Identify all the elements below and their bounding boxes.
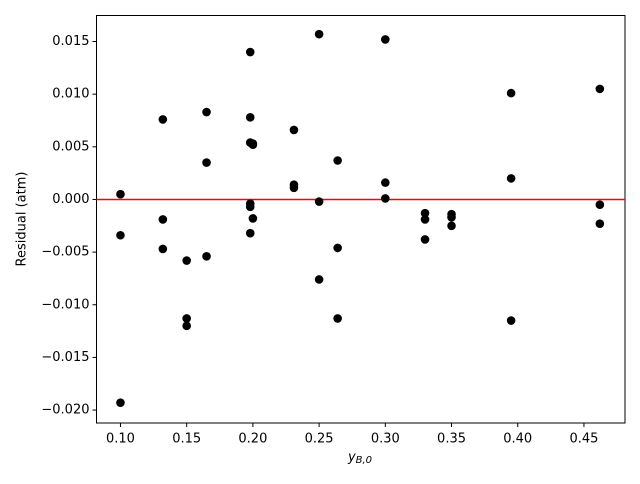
point (381, 178, 390, 187)
point (158, 215, 168, 224)
x-tick-label: 0.45 (569, 432, 598, 447)
point (381, 35, 390, 44)
point (506, 174, 516, 183)
point (595, 200, 605, 210)
y-tick-label: −0.010 (41, 297, 89, 312)
point (506, 88, 516, 98)
point (289, 183, 299, 193)
point (289, 125, 299, 135)
point (245, 47, 255, 57)
point (202, 252, 211, 261)
x-label-sub: B,0 (356, 455, 372, 466)
point (333, 314, 342, 323)
point (202, 158, 211, 167)
plot-frame (96, 15, 626, 424)
point (595, 219, 605, 228)
point (420, 235, 430, 244)
point (314, 275, 324, 284)
point (116, 189, 125, 199)
point (202, 107, 211, 117)
point (447, 213, 456, 222)
x-tick-label: 0.10 (106, 432, 135, 447)
point (420, 208, 430, 218)
point (158, 115, 168, 124)
point (314, 29, 324, 39)
point (447, 221, 456, 231)
x-tick-label: 0.25 (305, 432, 334, 447)
point (333, 243, 342, 253)
point (116, 230, 125, 240)
point (245, 228, 255, 238)
x-tick-label: 0.35 (437, 432, 466, 447)
x-tick-label: 0.30 (371, 432, 400, 447)
point (420, 215, 430, 224)
y-tick-label: 0.005 (52, 139, 89, 154)
point (158, 244, 168, 254)
point (245, 113, 255, 122)
point (595, 84, 605, 94)
point (182, 256, 191, 265)
y-tick-label: −0.020 (41, 403, 89, 418)
point (182, 314, 191, 323)
y-tick-label: −0.015 (41, 350, 89, 365)
point (116, 398, 125, 407)
x-axis-label: yB,0 (347, 450, 372, 467)
x-tick-label: 0.40 (503, 432, 532, 447)
y-tick-label: 0.010 (52, 87, 89, 102)
y-tick-label: 0.000 (52, 192, 89, 207)
point (333, 156, 342, 165)
point (381, 194, 390, 203)
point (506, 316, 516, 325)
x-label-main: y (347, 450, 356, 465)
point (314, 197, 324, 206)
y-tick-label: −0.005 (41, 245, 89, 260)
point (182, 321, 191, 331)
x-tick-label: 0.20 (238, 432, 267, 447)
point (248, 140, 258, 149)
y-axis-label: Residual (atm) (15, 172, 30, 267)
y-tick-label: 0.015 (52, 34, 89, 49)
point (245, 202, 255, 212)
x-tick-label: 0.15 (172, 432, 201, 447)
point (248, 214, 258, 223)
